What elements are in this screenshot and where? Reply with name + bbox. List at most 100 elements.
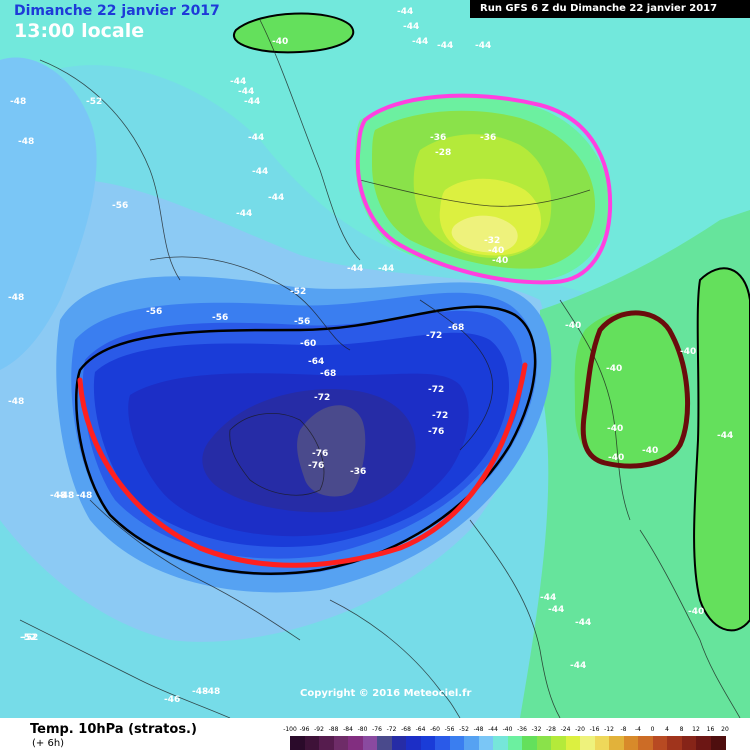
contour-value-label: -28	[435, 148, 451, 158]
scale-tick-label: -8	[620, 726, 627, 733]
coastlines	[19, 19, 741, 718]
scale-swatch	[667, 736, 682, 750]
scale-swatch	[580, 736, 595, 750]
warm-anomaly-circle	[355, 93, 613, 285]
contour-value-label: -40	[680, 347, 696, 357]
contour-value-label: -44	[252, 167, 268, 177]
scale-tick-label: -84	[343, 726, 353, 733]
forecast-time: 13:00 locale	[14, 20, 145, 42]
vortex-core-80	[297, 405, 366, 497]
scale-tick-label: -4	[635, 726, 641, 733]
scale-tick-label: -12	[604, 726, 614, 733]
contour-value-label: -48	[10, 97, 26, 107]
contour-value-label: -46	[164, 695, 180, 705]
scale-swatch	[290, 736, 305, 750]
isotherm-east-40	[693, 267, 750, 632]
contour-value-label: -56	[146, 307, 162, 317]
field-name-label: Temp. 10hPa (stratos.)	[30, 722, 197, 737]
contour-value-label: -40	[492, 256, 508, 266]
contour-value-label: -68	[320, 369, 336, 379]
contour-value-label: -44	[403, 22, 419, 32]
scale-tick-label: -100	[283, 726, 297, 733]
scale-tick-label: -80	[357, 726, 368, 733]
scale-tick-label: -60	[430, 726, 440, 733]
scale-tick-label: 20	[721, 726, 729, 733]
contour-value-label: -44	[397, 7, 413, 17]
warm-zone-28	[451, 215, 518, 253]
scale-tick-label: 8	[679, 726, 684, 733]
contour-value-label: -40	[488, 246, 504, 256]
contour-value-label: -76	[312, 449, 328, 459]
scale-swatch	[362, 736, 378, 750]
contour-value-label: -48	[204, 687, 220, 697]
contour-value-label: -72	[428, 385, 444, 395]
scale-tick-label: -20	[575, 726, 585, 733]
scale-swatch	[406, 736, 421, 750]
contour-value-label: -48	[58, 491, 74, 501]
scale-tick-label: -52	[459, 726, 469, 733]
contour-value-label: -44	[570, 661, 586, 671]
copyright-label: Copyright © 2016 Meteociel.fr	[300, 688, 472, 699]
contour-value-label: -48	[50, 491, 66, 501]
contour-value-label: -76	[308, 461, 324, 471]
contour-value-label: -68	[448, 323, 464, 333]
scale-swatch	[507, 736, 523, 750]
contour-value-label: -52	[86, 97, 102, 107]
contour-value-label: -44	[475, 41, 491, 51]
contour-value-label: -40	[606, 364, 622, 374]
contour-value-label: -56	[294, 317, 310, 327]
scale-tick-label: -72	[386, 726, 397, 733]
contour-value-label: -44	[412, 37, 428, 47]
contour-value-label: -40	[608, 453, 624, 463]
scale-swatch	[522, 736, 537, 750]
contour-value-label: -52	[290, 287, 306, 297]
scale-tick-label: -32	[531, 726, 542, 733]
contour-value-label: -36	[430, 133, 446, 143]
west-blue-wedge	[0, 57, 97, 370]
scale-swatch	[391, 736, 407, 750]
isotherm-40-top	[233, 12, 355, 54]
contour-value-label: -56	[212, 313, 228, 323]
contour-value-label: -72	[432, 411, 448, 421]
contour-value-label: -36	[350, 467, 366, 477]
scale-swatch	[652, 736, 668, 750]
scale-tick-label: -56	[444, 726, 455, 733]
contour-value-label: -76	[428, 427, 444, 437]
scale-swatch	[449, 736, 465, 750]
scale-swatch	[623, 736, 639, 750]
contour-value-label: -44	[575, 618, 591, 628]
scale-swatch	[304, 736, 320, 750]
scale-tick-label: 4	[665, 726, 669, 733]
contour-value-label: -44	[230, 77, 246, 87]
scale-tick-label: -96	[299, 726, 310, 733]
scale-tick-label: -92	[314, 726, 324, 733]
scale-swatch	[681, 736, 697, 750]
contour-value-label: -48	[8, 293, 24, 303]
contour-value-label: -44	[268, 193, 284, 203]
green-zone-east	[574, 311, 687, 467]
contour-value-label: -52	[20, 633, 36, 643]
contour-value-label: -48	[18, 137, 34, 147]
contour-value-label: -40	[565, 321, 581, 331]
scale-tick-label: -64	[415, 726, 426, 733]
scale-swatch	[478, 736, 494, 750]
scale-swatch	[536, 736, 552, 750]
scale-swatch	[594, 736, 610, 750]
scale-swatch	[565, 736, 581, 750]
scale-tick-label: 0	[650, 726, 655, 733]
contour-value-label: -36	[480, 133, 496, 143]
scale-tick-label: 16	[706, 726, 715, 733]
scale-swatch	[551, 736, 566, 750]
scale-swatch	[377, 736, 392, 750]
scale-swatch	[435, 736, 450, 750]
scale-tick-label: -68	[401, 726, 411, 733]
scale-tick-label: -28	[546, 726, 556, 733]
contour-value-label: -64	[308, 357, 324, 367]
green-zone-circle	[580, 310, 690, 469]
contour-value-label: -44	[540, 593, 556, 603]
contour-value-label: -56	[112, 201, 128, 211]
scale-swatch	[420, 736, 436, 750]
green-zone-far-east	[694, 268, 750, 631]
contour-value-label: -40	[642, 446, 658, 456]
